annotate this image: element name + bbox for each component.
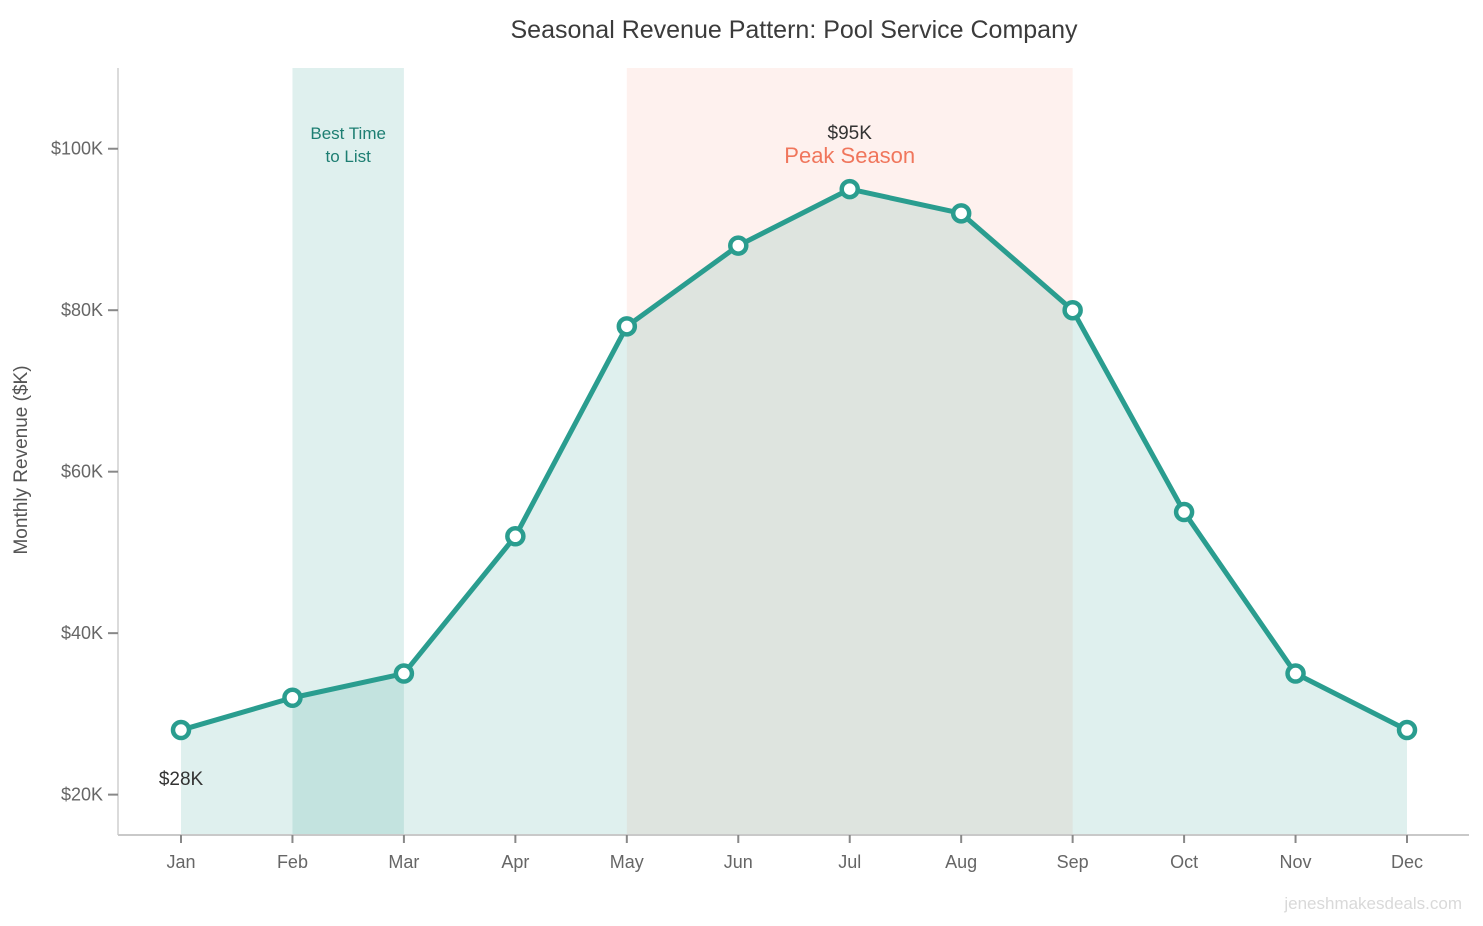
x-tick-label-oct: Oct	[1170, 852, 1198, 872]
band-best-time-to-list	[292, 68, 404, 835]
chart-title: Seasonal Revenue Pattern: Pool Service C…	[511, 16, 1078, 44]
data-point-feb	[282, 687, 303, 708]
x-tick-label-aug: Aug	[945, 852, 977, 872]
x-tick-label-mar: Mar	[388, 852, 419, 872]
y-tick-label: $60K	[61, 462, 103, 482]
data-point-jul	[839, 178, 860, 200]
y-tick-label: $20K	[61, 785, 103, 805]
revenue-line	[178, 186, 1410, 733]
data-point-sep	[1062, 299, 1083, 321]
annotation-jan: $28K	[159, 769, 204, 790]
data-point-apr	[505, 526, 526, 547]
x-tick-label-dec: Dec	[1391, 852, 1423, 872]
data-point-nov	[1285, 663, 1306, 684]
y-tick-label: $100K	[51, 139, 103, 159]
x-tick-label-may: May	[610, 852, 644, 872]
x-tick-label-jun: Jun	[724, 852, 753, 872]
x-tick-label-sep: Sep	[1057, 852, 1089, 872]
annotations: $28K $95K	[159, 123, 872, 790]
axes: $20K $40K $60K $80K $100K Jan Feb Mar Apr May Jun J…	[51, 68, 1469, 872]
annotation-jul: $95K	[828, 123, 873, 144]
watermark: jeneshmakesdeals.com	[1283, 894, 1462, 913]
x-tick-label-jul: Jul	[838, 852, 861, 872]
revenue-area-fill	[181, 189, 1407, 835]
y-tick-label: $40K	[61, 623, 103, 643]
data-point-jan	[170, 719, 192, 741]
band-label-peak-season: Peak Season	[784, 143, 915, 168]
x-tick-label-apr: Apr	[501, 852, 529, 872]
data-point-aug	[950, 203, 972, 224]
y-tick-label: $80K	[61, 300, 103, 320]
data-point-mar	[393, 663, 415, 684]
band-label-best-time-to-list: Best Time	[310, 124, 386, 143]
data-point-dec	[1396, 719, 1418, 741]
data-point-jun	[728, 235, 749, 256]
band-labels: Best Time to List Peak Season	[310, 124, 915, 168]
x-tick-label-jan: Jan	[166, 852, 195, 872]
band-label-best-time-to-list: to List	[326, 147, 372, 166]
y-axis-label: Monthly Revenue ($K)	[11, 365, 32, 554]
x-tick-label-nov: Nov	[1280, 852, 1312, 872]
data-point-may	[616, 316, 638, 337]
area-fill	[181, 189, 1407, 835]
data-point-oct	[1173, 501, 1195, 523]
revenue-line-series	[170, 178, 1418, 741]
x-tick-label-feb: Feb	[277, 852, 308, 872]
